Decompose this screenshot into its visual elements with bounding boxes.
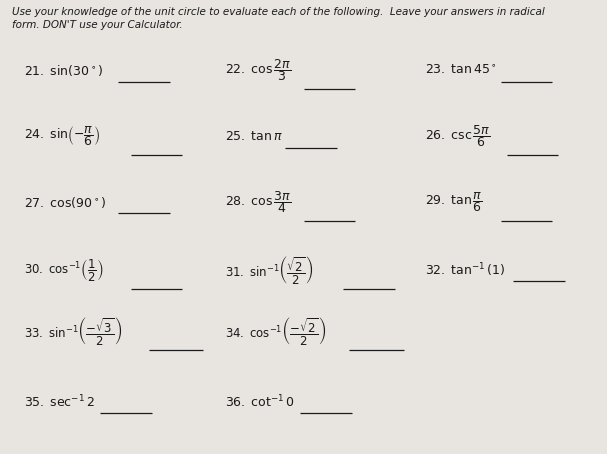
Text: $29.\; \tan\dfrac{\pi}{6}$: $29.\; \tan\dfrac{\pi}{6}$: [425, 190, 483, 214]
Text: $24.\; \sin\!\left(-\dfrac{\pi}{6}\right)$: $24.\; \sin\!\left(-\dfrac{\pi}{6}\right…: [24, 124, 101, 148]
Text: $21.\; \sin(30^\circ)$: $21.\; \sin(30^\circ)$: [24, 63, 104, 78]
Text: form. DON'T use your Calculator.: form. DON'T use your Calculator.: [12, 20, 183, 30]
Text: $35.\; \sec^{-1} 2$: $35.\; \sec^{-1} 2$: [24, 394, 95, 410]
Text: $25.\; \tan\pi$: $25.\; \tan\pi$: [225, 130, 282, 143]
Text: $23.\; \tan 45^\circ$: $23.\; \tan 45^\circ$: [425, 64, 497, 77]
Text: $28.\; \cos\dfrac{3\pi}{4}$: $28.\; \cos\dfrac{3\pi}{4}$: [225, 189, 291, 215]
Text: $26.\; \csc\dfrac{5\pi}{6}$: $26.\; \csc\dfrac{5\pi}{6}$: [425, 123, 490, 149]
Text: $36.\; \cot^{-1} 0$: $36.\; \cot^{-1} 0$: [225, 394, 294, 410]
Text: $22.\; \cos\dfrac{2\pi}{3}$: $22.\; \cos\dfrac{2\pi}{3}$: [225, 57, 291, 84]
Text: $34.\; \cos^{-1}\!\left(\dfrac{-\sqrt{2}}{2}\right)$: $34.\; \cos^{-1}\!\left(\dfrac{-\sqrt{2}…: [225, 316, 326, 347]
Text: $33.\; \sin^{-1}\!\left(\dfrac{-\sqrt{3}}{2}\right)$: $33.\; \sin^{-1}\!\left(\dfrac{-\sqrt{3}…: [24, 316, 123, 347]
Text: $31.\; \sin^{-1}\!\left(\dfrac{\sqrt{2}}{2}\right)$: $31.\; \sin^{-1}\!\left(\dfrac{\sqrt{2}}…: [225, 254, 313, 286]
Text: $30.\; \cos^{-1}\!\left(\dfrac{1}{2}\right)$: $30.\; \cos^{-1}\!\left(\dfrac{1}{2}\rig…: [24, 257, 104, 283]
Text: $32.\; \tan^{-1}(1)$: $32.\; \tan^{-1}(1)$: [425, 262, 505, 279]
Text: Use your knowledge of the unit circle to evaluate each of the following.  Leave : Use your knowledge of the unit circle to…: [12, 7, 545, 17]
Text: $27.\; \cos(90^\circ)$: $27.\; \cos(90^\circ)$: [24, 194, 107, 210]
